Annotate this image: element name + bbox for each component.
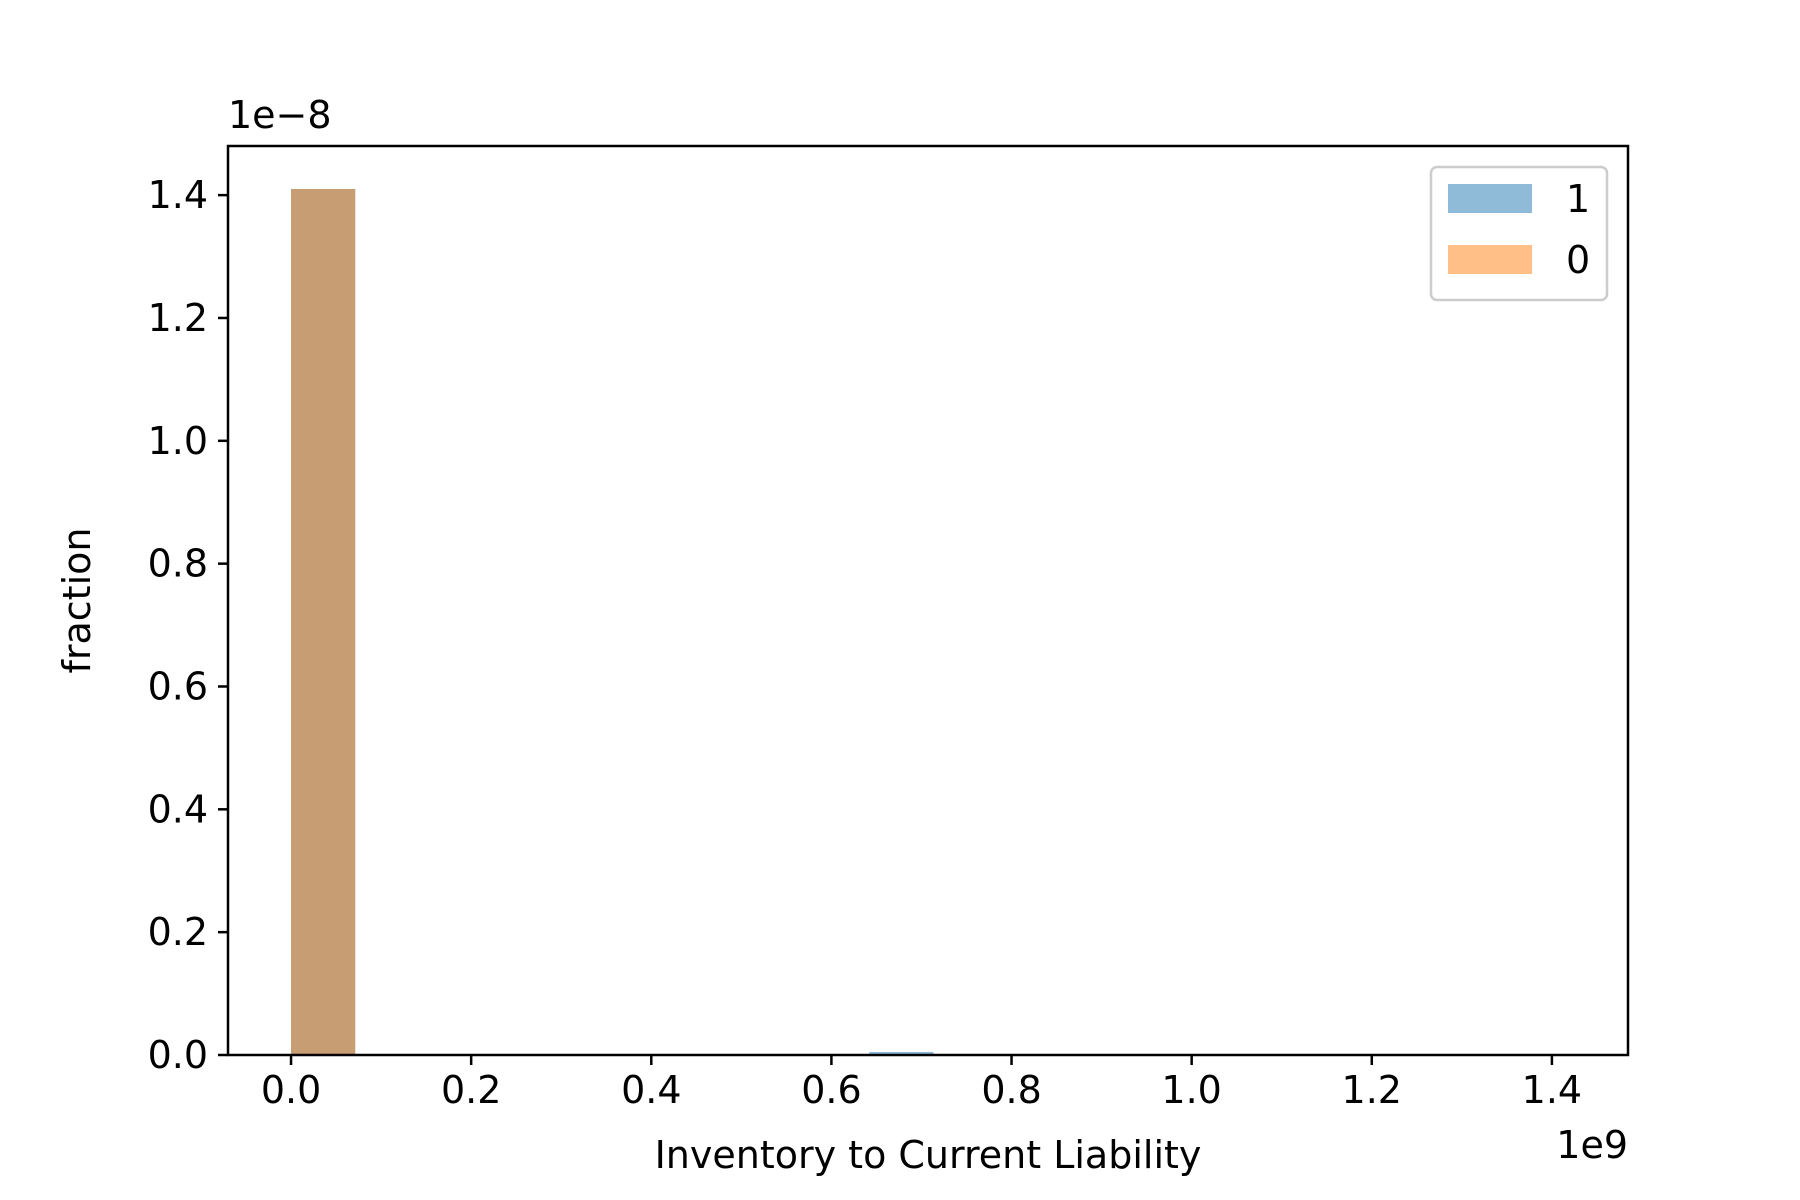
x-axis: 0.0 0.2 0.4 0.6 0.8 1.0 1.2 1.4 (261, 1055, 1582, 1112)
legend-label-0: 0 (1566, 238, 1590, 282)
legend-swatch-0 (1448, 245, 1532, 274)
y-tick-label: 1.4 (148, 173, 208, 217)
y-tick-label: 0.4 (148, 787, 208, 831)
y-offset-label: 1e−8 (228, 93, 332, 137)
x-tick-label: 0.8 (981, 1068, 1041, 1112)
y-tick-label: 1.2 (148, 296, 208, 340)
y-tick-label: 0.6 (148, 664, 208, 708)
y-tick-label: 0.2 (148, 910, 208, 954)
x-axis-label: Inventory to Current Liability (655, 1133, 1202, 1177)
x-tick-label: 0.0 (261, 1068, 321, 1112)
x-tick-label: 1.4 (1522, 1068, 1582, 1112)
y-tick-label: 0.0 (148, 1033, 208, 1077)
bar-series-0-0 (291, 188, 356, 1056)
legend-label-1: 1 (1566, 177, 1590, 221)
x-tick-label: 0.2 (441, 1068, 501, 1112)
y-tick-label: 1.0 (148, 419, 208, 463)
x-tick-label: 1.0 (1161, 1068, 1221, 1112)
x-tick-label: 0.6 (801, 1068, 861, 1112)
legend-swatch-1 (1448, 184, 1532, 213)
x-tick-label: 0.4 (621, 1068, 681, 1112)
y-tick-label: 0.8 (148, 542, 208, 586)
y-axis: 0.0 0.2 0.4 0.6 0.8 1.0 1.2 1.4 (148, 173, 228, 1077)
bars-layer (291, 188, 934, 1056)
y-axis-label: fraction (55, 528, 99, 674)
x-offset-label: 1e9 (1556, 1123, 1628, 1167)
bar-series-1-1 (869, 1051, 934, 1055)
plot-frame (226, 144, 1630, 1057)
x-tick-label: 1.2 (1342, 1068, 1402, 1112)
legend: 10 (1429, 165, 1609, 302)
